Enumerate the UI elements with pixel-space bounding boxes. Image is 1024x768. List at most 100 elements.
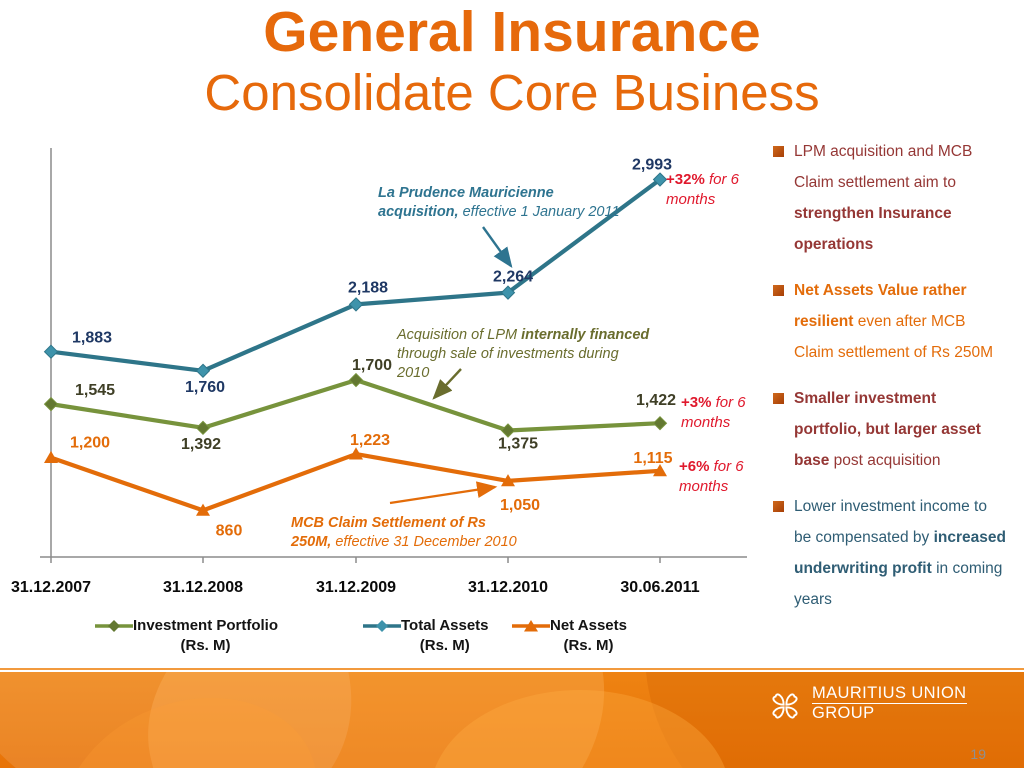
bullet-item: Lower investment income to be compensate… — [770, 491, 1018, 615]
data-label: 860 — [216, 522, 243, 539]
change-suffix: for 6 months — [679, 458, 744, 495]
legend-series-unit: (Rs. M) — [419, 637, 470, 654]
annotation-text: MCB Claim Settlement of Rs — [291, 515, 486, 531]
line-chart: 1,545 1,392 1,700 1,375 1,422 1,883 1,760 2,188… — [11, 148, 747, 596]
annotation-mcb-claim: MCB Claim Settlement of Rs 250M, effecti… — [291, 514, 536, 552]
legend-label: Net Assets (Rs. M) — [550, 616, 627, 656]
data-point-marker — [43, 344, 59, 359]
logo-text-line2: GROUP — [812, 704, 875, 722]
bullet-text-bold: strengthen Insurance operations — [794, 205, 952, 253]
change-label: +6% for 6 months — [679, 457, 761, 497]
annotation-arrow — [482, 226, 513, 268]
data-point-marker — [349, 447, 363, 460]
annotation-text: through sale of investments during 2010 — [397, 346, 619, 381]
bullet-text-regular: post acquisition — [829, 452, 941, 469]
logo-text-line1: MAURITIUS UNION — [812, 684, 967, 704]
bullet-text: Lower investment income to be compensate… — [794, 491, 1006, 615]
legend-series-unit: (Rs. M) — [180, 637, 231, 654]
data-label: 1,115 — [633, 450, 672, 467]
series-net-assets: 1,200 860 1,223 1,050 1,115 — [44, 432, 673, 539]
change-suffix: for 6 months — [666, 171, 739, 208]
bullet-text-bold: increased underwriting profit — [794, 529, 1006, 577]
legend-label: Total Assets (Rs. M) — [401, 616, 489, 656]
annotation-lpm-acquisition: La Prudence Mauricienne acquisition, eff… — [378, 184, 628, 222]
bullet-item: Smaller investment portfolio, but larger… — [770, 383, 1018, 476]
legend-marker-icon — [512, 620, 550, 632]
data-label: 1,223 — [350, 432, 390, 449]
page-title: General Insurance — [263, 0, 761, 64]
clover-logo-icon — [772, 693, 798, 719]
chart-legend: Investment Portfolio (Rs. M) Total Asset… — [0, 616, 770, 668]
bullet-text-regular: Lower investment income to be compensate… — [794, 498, 987, 546]
footer: MAURITIUS UNION GROUP 19 — [0, 672, 1024, 768]
annotation-text: La Prudence Mauricienne — [378, 185, 554, 201]
data-label: 2,264 — [493, 269, 533, 286]
bullet-text: Net Assets Value rather resilient even a… — [794, 275, 1006, 368]
data-point-marker — [195, 420, 211, 436]
change-percent: +6% — [679, 458, 710, 475]
data-point-marker — [652, 415, 668, 431]
data-point-marker — [196, 503, 210, 516]
legend-item-total-assets: Total Assets (Rs. M) — [363, 616, 489, 656]
annotation-text: 250M, — [291, 534, 332, 550]
data-point-marker — [348, 372, 364, 388]
change-suffix: for 6 months — [681, 394, 746, 431]
annotation-text: Acquisition of LPM — [397, 327, 522, 343]
legend-label: Investment Portfolio (Rs. M) — [133, 616, 278, 656]
legend-marker-icon — [95, 620, 133, 632]
data-label: 1,200 — [70, 435, 110, 452]
legend-series-name: Net Assets — [550, 617, 627, 634]
data-label: 1,422 — [636, 392, 676, 409]
bullet-square-icon — [773, 285, 784, 296]
bullet-text: LPM acquisition and MCB Claim settlement… — [794, 136, 1006, 260]
bullet-square-icon — [773, 501, 784, 512]
bullet-text-bold: Smaller investment portfolio, but larger… — [794, 390, 981, 469]
data-point-marker — [348, 297, 364, 312]
data-label: 1,050 — [500, 497, 540, 514]
data-label: 1,700 — [352, 357, 392, 374]
page-number: 19 — [970, 746, 986, 762]
data-point-marker — [44, 450, 58, 464]
data-label: 1,760 — [185, 379, 225, 396]
annotation-arrow — [432, 368, 462, 400]
data-label: 1,392 — [181, 436, 221, 453]
bullet-item: Net Assets Value rather resilient even a… — [770, 275, 1018, 368]
data-label: 1,375 — [498, 435, 538, 452]
x-axis-label: 31.12.2008 — [163, 579, 243, 596]
bullet-text-regular: in coming years — [794, 560, 1003, 608]
series-investment-portfolio: 1,545 1,392 1,700 1,375 1,422 — [43, 357, 676, 453]
legend-item-investment-portfolio: Investment Portfolio (Rs. M) — [95, 616, 278, 656]
bullet-text-bold: Net Assets Value rather resilient — [794, 282, 967, 330]
change-percent: +32% — [666, 171, 705, 188]
data-point-marker — [652, 172, 668, 187]
data-point-marker — [501, 474, 515, 487]
legend-series-name: Total Assets — [401, 617, 489, 634]
sidebar-bullets: LPM acquisition and MCB Claim settlement… — [770, 136, 1018, 630]
annotation-lpm-financing: Acquisition of LPM internally financed t… — [397, 326, 652, 383]
annotation-text: internally financed — [521, 327, 650, 343]
annotation-arrow — [389, 481, 498, 505]
page-subtitle: Consolidate Core Business — [204, 64, 820, 121]
change-percent: +3% — [681, 394, 712, 411]
bullet-text: Smaller investment portfolio, but larger… — [794, 383, 1006, 476]
x-axis-label: 30.06.2011 — [620, 579, 699, 596]
bullet-item: LPM acquisition and MCB Claim settlement… — [770, 136, 1018, 260]
legend-item-net-assets: Net Assets (Rs. M) — [512, 616, 627, 656]
change-label: +3% for 6 months — [681, 393, 763, 433]
bullet-square-icon — [773, 146, 784, 157]
x-axis-label: 31.12.2007 — [11, 579, 91, 596]
data-point-marker — [500, 423, 516, 438]
data-label: 2,993 — [632, 157, 672, 174]
company-logo: MAURITIUS UNION GROUP — [764, 684, 967, 728]
data-label: 1,545 — [75, 382, 115, 399]
data-point-marker — [43, 396, 59, 412]
x-axis-label: 31.12.2010 — [468, 579, 548, 596]
x-axis-label: 31.12.2009 — [316, 579, 396, 596]
data-label: 2,188 — [348, 279, 388, 296]
annotation-text: acquisition, — [378, 204, 459, 220]
footer-divider — [0, 668, 1024, 670]
data-point-marker — [500, 285, 516, 300]
data-label: 1,883 — [72, 330, 112, 347]
bullet-text-regular: LPM acquisition and MCB Claim settlement… — [794, 143, 973, 191]
